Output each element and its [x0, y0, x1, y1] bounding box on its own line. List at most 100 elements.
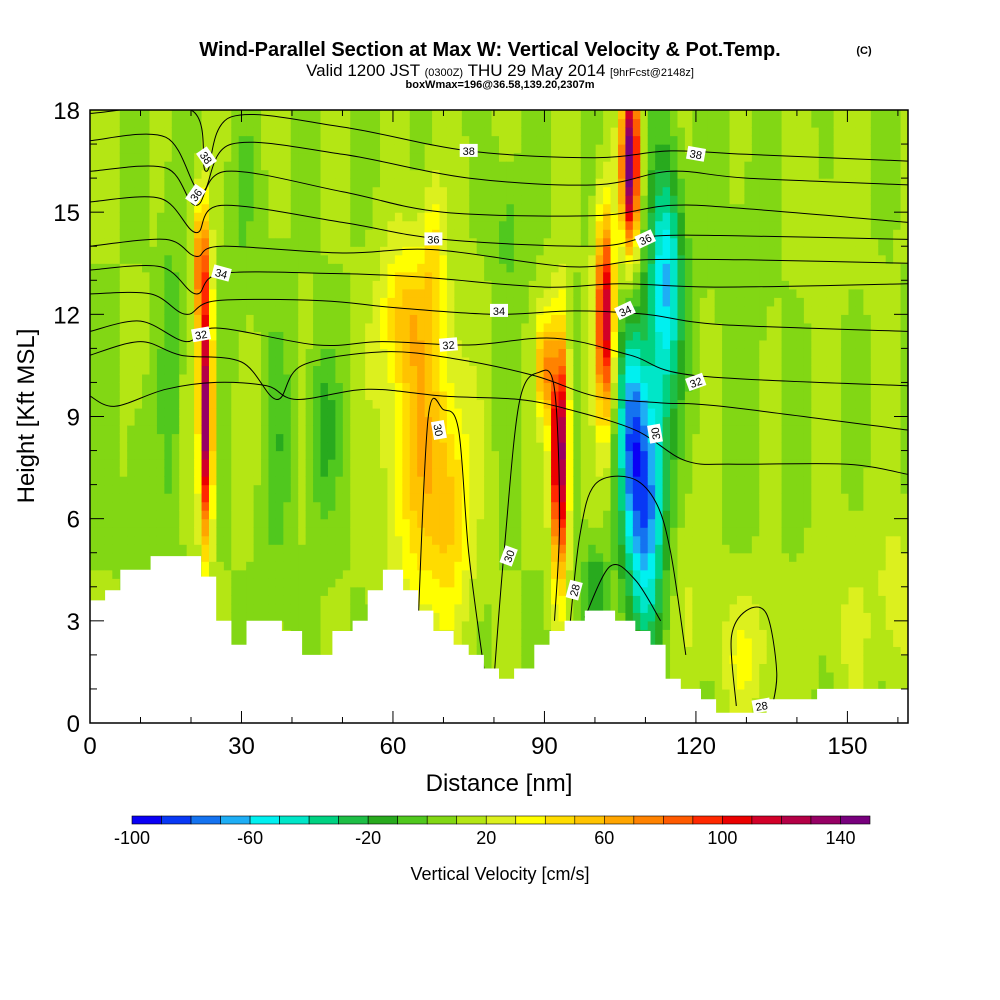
velocity-cell — [119, 127, 128, 137]
velocity-cell — [305, 459, 314, 469]
velocity-cell — [409, 288, 418, 298]
velocity-cell — [171, 459, 180, 469]
velocity-cell — [394, 263, 403, 273]
velocity-cell — [275, 518, 284, 528]
velocity-cell — [558, 169, 567, 179]
velocity-cell — [417, 322, 426, 332]
velocity-cell — [387, 535, 396, 545]
velocity-cell — [186, 237, 195, 247]
velocity-cell — [342, 501, 351, 511]
velocity-cell — [342, 382, 351, 392]
velocity-cell — [127, 280, 136, 290]
velocity-cell — [342, 169, 351, 179]
velocity-cell — [335, 348, 344, 358]
velocity-cell — [536, 212, 545, 222]
velocity-cell — [521, 450, 530, 460]
velocity-cell — [253, 271, 262, 281]
velocity-cell — [261, 407, 270, 418]
velocity-cell — [402, 467, 411, 477]
velocity-cell — [261, 390, 270, 401]
velocity-cell — [305, 161, 314, 171]
velocity-cell — [149, 118, 158, 128]
velocity-cell — [142, 518, 151, 528]
velocity-cell — [216, 169, 225, 179]
velocity-cell — [142, 339, 151, 349]
velocity-cell — [261, 288, 270, 298]
velocity-cell — [350, 118, 359, 128]
velocity-cell — [298, 450, 307, 460]
velocity-cell — [499, 646, 508, 656]
velocity-cell — [335, 527, 344, 537]
velocity-cell — [350, 144, 359, 154]
velocity-cell — [461, 501, 470, 511]
velocity-cell — [558, 280, 567, 290]
velocity-cell — [186, 212, 195, 222]
velocity-cell — [491, 348, 500, 358]
velocity-cell — [513, 484, 522, 494]
velocity-cell — [246, 510, 255, 520]
velocity-cell — [446, 586, 455, 596]
velocity-cell — [402, 297, 411, 307]
velocity-cell — [446, 535, 455, 545]
velocity-cell — [112, 280, 121, 290]
velocity-cell — [394, 186, 403, 196]
velocity-cell — [536, 348, 545, 358]
velocity-cell — [513, 527, 522, 537]
velocity-cell — [171, 246, 180, 256]
velocity-cell — [588, 178, 597, 188]
velocity-cell — [223, 288, 232, 298]
velocity-cell — [580, 356, 589, 367]
velocity-cell — [320, 135, 329, 145]
velocity-cell — [484, 271, 493, 281]
velocity-cell — [454, 178, 463, 188]
velocity-cell — [565, 339, 574, 349]
velocity-cell — [350, 535, 359, 545]
velocity-cell — [216, 603, 225, 613]
velocity-cell — [439, 237, 448, 247]
velocity-cell — [127, 433, 136, 443]
velocity-cell — [595, 297, 604, 307]
velocity-cell — [238, 629, 247, 639]
velocity-cell — [342, 552, 351, 562]
velocity-cell — [469, 195, 478, 205]
velocity-cell — [536, 288, 545, 298]
velocity-cell — [238, 365, 247, 375]
velocity-cell — [90, 331, 99, 341]
velocity-cell — [446, 169, 455, 179]
velocity-cell — [513, 518, 522, 528]
velocity-cell — [499, 493, 508, 503]
velocity-cell — [595, 373, 604, 384]
velocity-cell — [372, 390, 381, 401]
velocity-cell — [506, 450, 515, 460]
velocity-cell — [484, 654, 493, 664]
velocity-cell — [275, 331, 284, 341]
velocity-cell — [298, 263, 307, 273]
velocity-cell — [208, 135, 218, 145]
velocity-cell — [446, 459, 455, 469]
velocity-cell — [186, 518, 195, 528]
velocity-cell — [164, 203, 173, 213]
velocity-cell — [268, 433, 277, 443]
velocity-cell — [424, 569, 433, 579]
velocity-cell — [90, 561, 99, 571]
velocity-cell — [194, 433, 203, 443]
velocity-cell — [238, 135, 247, 145]
velocity-cell — [484, 433, 493, 443]
velocity-cell — [580, 331, 589, 341]
velocity-cell — [551, 212, 560, 222]
velocity-cell — [223, 229, 232, 239]
velocity-cell — [365, 322, 374, 332]
velocity-cell — [149, 237, 158, 247]
velocity-cell — [327, 416, 336, 426]
velocity-cell — [536, 110, 545, 120]
velocity-cell — [551, 450, 560, 460]
velocity-cell — [112, 127, 121, 137]
velocity-cell — [283, 288, 292, 298]
velocity-cell — [104, 297, 113, 307]
velocity-cell — [342, 586, 351, 596]
velocity-cell — [603, 569, 612, 579]
velocity-cell — [439, 518, 448, 528]
velocity-cell — [432, 510, 441, 520]
velocity-cell — [171, 169, 180, 179]
velocity-cell — [357, 322, 366, 332]
